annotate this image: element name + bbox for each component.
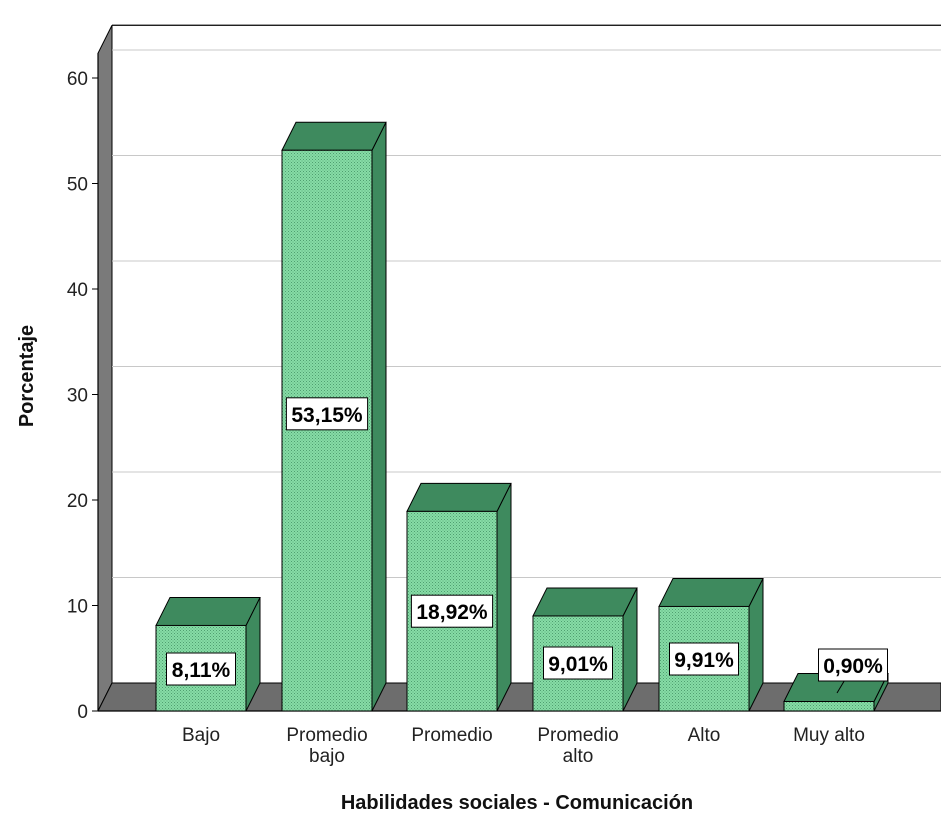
data-label-box — [166, 652, 236, 686]
gridlines — [112, 49, 941, 578]
data-label: 53,15% — [291, 404, 363, 427]
y-tick-label: 40 — [67, 280, 88, 301]
data-label-box — [669, 642, 739, 676]
data-label: 9,91% — [674, 649, 734, 672]
y-tick-label: 50 — [67, 175, 88, 196]
category-label: Bajo — [182, 725, 220, 746]
bar-top — [155, 596, 261, 626]
bars — [155, 121, 889, 712]
data-label-box — [285, 397, 369, 431]
data-labels: 8,11% 53,15% 18,92% 9,01% 9,91% 0,90% — [166, 397, 888, 694]
data-label: 18,92% — [416, 601, 488, 624]
data-label-box — [410, 594, 494, 628]
bar-front — [281, 149, 373, 712]
bar-top — [281, 121, 387, 151]
y-tick-label: 10 — [67, 597, 88, 618]
y-tick-label: 20 — [67, 491, 88, 512]
category-label: Promedio — [537, 725, 618, 746]
bar-top — [532, 587, 638, 617]
data-label-box — [543, 646, 613, 680]
y-axis: 0 10 20 30 40 50 60 — [67, 53, 99, 723]
bar-top — [406, 482, 512, 512]
y-tick-label: 30 — [67, 386, 88, 407]
category-label: Promedio — [411, 725, 492, 746]
y-axis-title: Porcentaje — [16, 325, 38, 427]
y-tick-label: 0 — [77, 702, 88, 723]
bar-top — [658, 577, 764, 607]
x-axis-title: Habilidades sociales - Comunicación — [341, 792, 693, 814]
category-label: bajo — [309, 746, 345, 767]
y-tick-label: 60 — [67, 69, 88, 90]
category-label: Alto — [688, 725, 721, 746]
bar-front — [783, 701, 875, 712]
data-label: 0,90% — [823, 655, 883, 678]
data-label: 8,11% — [172, 659, 231, 682]
bar-side — [496, 483, 512, 712]
side-wall — [97, 25, 113, 712]
category-label: alto — [563, 746, 594, 767]
category-label: Promedio — [286, 725, 367, 746]
bar — [281, 121, 387, 712]
data-label: 9,01% — [548, 653, 608, 676]
category-label: Muy alto — [793, 725, 865, 746]
data-label-box — [818, 648, 888, 682]
bar-side — [371, 122, 387, 712]
